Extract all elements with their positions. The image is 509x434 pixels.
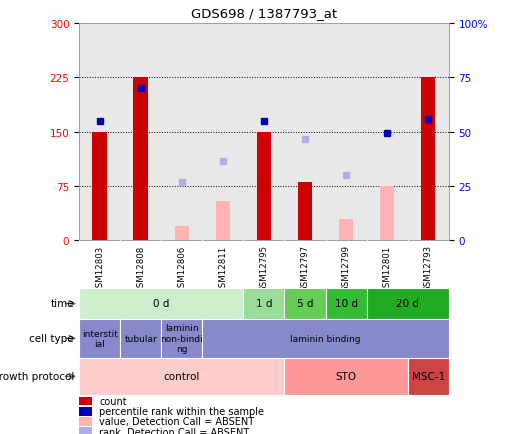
Bar (79, 427, 92, 434)
Text: 5 d: 5 d (296, 299, 313, 309)
Text: 20 d: 20 d (395, 299, 418, 309)
Bar (133, 78, 148, 241)
Text: control: control (163, 372, 200, 381)
Bar (379, 187, 393, 241)
Text: count: count (99, 396, 127, 406)
Text: tubular: tubular (124, 334, 157, 343)
Text: percentile rank within the sample: percentile rank within the sample (99, 406, 264, 416)
Text: growth protocol: growth protocol (0, 372, 74, 381)
Bar (79, 358, 284, 395)
Text: interstit
ial: interstit ial (81, 329, 117, 348)
Text: GSM12811: GSM12811 (218, 245, 227, 292)
Bar (325, 289, 366, 319)
Bar (120, 319, 161, 358)
Bar (284, 289, 325, 319)
Bar (79, 319, 120, 358)
Bar (79, 397, 92, 405)
Bar (92, 132, 106, 241)
Text: time: time (50, 299, 74, 309)
Bar (338, 219, 353, 241)
Text: GSM12803: GSM12803 (95, 245, 104, 292)
Text: value, Detection Call = ABSENT: value, Detection Call = ABSENT (99, 417, 254, 427)
Text: GSM12793: GSM12793 (423, 245, 432, 292)
Bar (297, 183, 312, 241)
Bar (256, 132, 271, 241)
Bar (174, 227, 188, 241)
Bar (366, 289, 448, 319)
Text: laminin
non-bindi
ng: laminin non-bindi ng (160, 324, 203, 353)
Text: rank, Detection Call = ABSENT: rank, Detection Call = ABSENT (99, 427, 249, 434)
Bar (79, 407, 92, 416)
Bar (161, 319, 202, 358)
Bar (79, 417, 92, 426)
Text: 1 d: 1 d (255, 299, 272, 309)
Bar (243, 289, 284, 319)
Text: MSC-1: MSC-1 (411, 372, 444, 381)
Text: GSM12808: GSM12808 (136, 245, 145, 292)
Text: GSM12801: GSM12801 (382, 245, 391, 292)
Text: laminin binding: laminin binding (290, 334, 360, 343)
Text: GSM12797: GSM12797 (300, 245, 309, 292)
Text: 0 d: 0 d (153, 299, 169, 309)
Text: cell type: cell type (29, 334, 74, 343)
Text: GSM12799: GSM12799 (341, 245, 350, 292)
Text: 10 d: 10 d (334, 299, 357, 309)
Text: STO: STO (335, 372, 356, 381)
Bar (215, 201, 230, 241)
Bar (284, 358, 407, 395)
Bar (202, 319, 448, 358)
Text: GSM12806: GSM12806 (177, 245, 186, 292)
Text: GSM12795: GSM12795 (259, 245, 268, 292)
Bar (79, 289, 243, 319)
Bar (407, 358, 448, 395)
Text: GDS698 / 1387793_at: GDS698 / 1387793_at (190, 7, 336, 20)
Bar (420, 78, 435, 241)
